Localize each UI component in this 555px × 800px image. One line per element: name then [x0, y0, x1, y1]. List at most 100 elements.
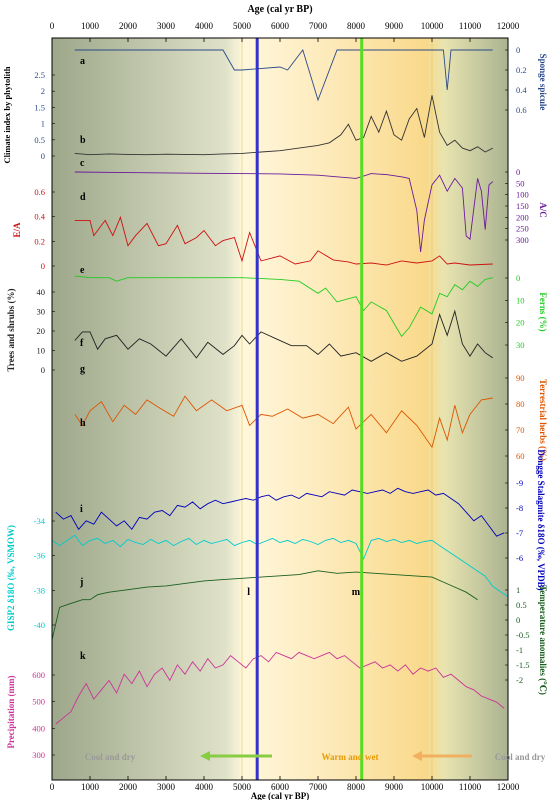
top-tick-label: 9000: [385, 21, 404, 31]
phase-label-cool-dry-2: Cool and dry: [495, 752, 546, 762]
bottom-tick-label: 4000: [195, 782, 214, 792]
right-tick-label-h: -9: [516, 478, 523, 488]
top-tick-label: 6000: [271, 21, 290, 31]
panel-letter-e: e: [80, 265, 85, 276]
left-tick-label-f: 0: [41, 365, 45, 375]
series-line-k: [55, 651, 505, 725]
series-line-g: [74, 395, 493, 449]
bottom-tick-label: 5000: [233, 782, 252, 792]
phase-label-warm-wet: Warm and wet: [322, 752, 379, 762]
top-tick-label: 4000: [195, 21, 214, 31]
phase-bands: [241, 38, 433, 780]
bottom-tick-label: 6000: [271, 782, 290, 792]
top-tick-label: 7000: [309, 21, 328, 31]
right-tick-label-e: 0: [516, 273, 520, 283]
bottom-tick-label: 2000: [119, 782, 138, 792]
left-tick-label-f: 30: [37, 307, 46, 317]
series-line-h: [55, 487, 505, 537]
panel-letter-c: c: [80, 158, 85, 169]
left-tick-label-a: 2.5: [34, 70, 45, 80]
left-tick-label-a: 0.5: [34, 135, 45, 145]
right-axis-label-e: Ferns (%): [538, 292, 548, 331]
right-tick-label-j: -0.5: [516, 630, 529, 640]
top-tick-label: 2000: [119, 21, 138, 31]
top-tick-label: 0: [50, 21, 55, 31]
bottom-tick-label: 10000: [421, 782, 444, 792]
left-tick-label-i: -34: [34, 516, 46, 526]
series-line-j: [51, 570, 478, 641]
left-tick-label-k: 400: [32, 723, 45, 733]
phase-arrow-right-head: [412, 751, 422, 761]
right-tick-label-c: 150: [516, 201, 529, 211]
panel-letter-h: h: [80, 418, 86, 429]
plot-background: [52, 38, 508, 780]
marker-label-m: m: [352, 587, 361, 598]
right-tick-label-e: 10: [516, 295, 525, 305]
right-tick-label-j: -1: [516, 645, 523, 655]
bottom-tick-label: 11000: [459, 782, 482, 792]
top-tick-label: 5000: [233, 21, 252, 31]
right-tick-label-h: -8: [516, 503, 523, 513]
series-line-b: [74, 95, 494, 156]
series-line-e: [74, 275, 493, 338]
series-line-f: [74, 309, 494, 362]
label-group: a Climate index by phytolith Sponge spicul…: [2, 54, 548, 762]
right-axis-label-c: A/C: [538, 202, 548, 218]
left-tick-label-a: 2: [41, 86, 45, 96]
left-axis-label-a: Climate index by phytolith: [2, 66, 12, 163]
left-tick-label-k: 300: [32, 750, 45, 760]
left-tick-label-d: 0.6: [34, 187, 45, 197]
top-tick-label: 1000: [81, 21, 100, 31]
left-tick-label-d: 0.4: [34, 212, 45, 222]
right-tick-label-c: 100: [516, 190, 529, 200]
right-tick-label-g: 70: [516, 425, 525, 435]
bottom-tick-label: 8000: [347, 782, 366, 792]
series-line-a: [74, 49, 493, 102]
left-axis-label-i: GISP2 δ18O (‰, VSMOW): [6, 525, 16, 631]
panel-letter-g: g: [80, 364, 85, 375]
left-tick-label-d: 0.2: [34, 236, 45, 246]
left-axis-label-k: Precipitation (mm): [6, 675, 16, 748]
right-tick-label-c: 50: [516, 178, 525, 188]
bottom-tick-label: 3000: [157, 782, 176, 792]
left-tick-label-k: 600: [32, 670, 45, 680]
right-tick-label-c: 200: [516, 212, 529, 222]
panel-letter-d: d: [80, 192, 86, 203]
right-tick-label-c: 0: [516, 167, 520, 177]
left-tick-label-d: 0: [41, 261, 45, 271]
panel-letter-a: a: [80, 56, 85, 67]
left-tick-label-i: -40: [34, 620, 45, 630]
left-tick-label-a: 1: [41, 119, 45, 129]
series-line-d: [74, 215, 493, 266]
right-tick-label-c: 300: [516, 235, 529, 245]
right-tick-label-h: -6: [516, 553, 523, 563]
phase-label-cool-dry-1: Cool and dry: [85, 752, 136, 762]
right-tick-label-g: 80: [516, 399, 525, 409]
top-tick-label: 10000: [421, 21, 444, 31]
top-tick-label: 8000: [347, 21, 366, 31]
top-tick-label: 3000: [157, 21, 176, 31]
top-tick-label: 12000: [497, 21, 520, 31]
left-tick-label-a: 0: [41, 151, 45, 161]
right-tick-label-j: -1.5: [516, 660, 529, 670]
right-tick-label-c: 250: [516, 224, 529, 234]
left-tick-label-f: 40: [37, 287, 46, 297]
series-line-c: [74, 171, 494, 253]
bottom-axis-title: Age (cal yr BP): [251, 791, 310, 800]
left-axis-label-d: E/A: [12, 222, 22, 238]
right-tick-label-g: 90: [516, 373, 525, 383]
series-group: [51, 49, 509, 725]
marker-label-l: l: [247, 587, 250, 598]
left-tick-label-a: 1.5: [34, 102, 45, 112]
right-axis-label-j: Temperature anomalies (℃): [538, 585, 548, 695]
right-tick-label-e: 30: [516, 340, 525, 350]
panel-letter-k: k: [80, 651, 86, 662]
right-tick-label-j: 0: [516, 615, 520, 625]
phase-arrow-left-head: [200, 751, 210, 761]
panel-letter-i: i: [80, 504, 83, 515]
left-tick-label-f: 10: [37, 346, 46, 356]
axes-group: 0010001000200020003000300040004000500050…: [32, 4, 529, 800]
bottom-tick-label: 7000: [309, 782, 328, 792]
right-tick-label-a: 0: [516, 45, 520, 55]
